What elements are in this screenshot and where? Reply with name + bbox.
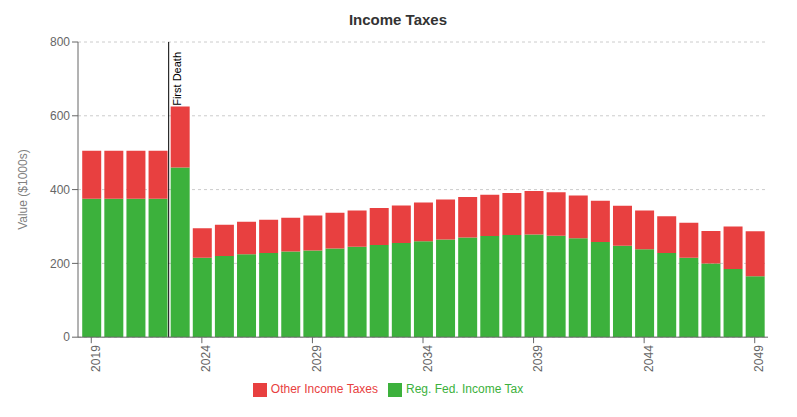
svg-text:2044: 2044 — [642, 345, 656, 372]
svg-text:2019: 2019 — [89, 345, 103, 372]
svg-text:200: 200 — [50, 257, 70, 271]
svg-text:2049: 2049 — [752, 345, 766, 372]
svg-text:400: 400 — [50, 183, 70, 197]
svg-text:600: 600 — [50, 109, 70, 123]
html-text:Reg. Fed. Income Tax: Reg. Fed. Income Tax — [406, 382, 524, 397]
html-text:Other Income Taxes: Other Income Taxes — [270, 382, 378, 397]
svg-text:2024: 2024 — [199, 345, 213, 372]
html-text:Income Taxes: Income Taxes — [348, 11, 447, 28]
svg-text:Value ($1000s): Value ($1000s) — [16, 149, 30, 230]
svg-text:First Death: First Death — [171, 52, 183, 106]
svg-text:2039: 2039 — [531, 345, 545, 372]
svg-text:0: 0 — [63, 330, 70, 344]
svg-text:2034: 2034 — [421, 345, 435, 372]
svg-text:800: 800 — [50, 35, 70, 49]
svg-text:2029: 2029 — [310, 345, 324, 372]
